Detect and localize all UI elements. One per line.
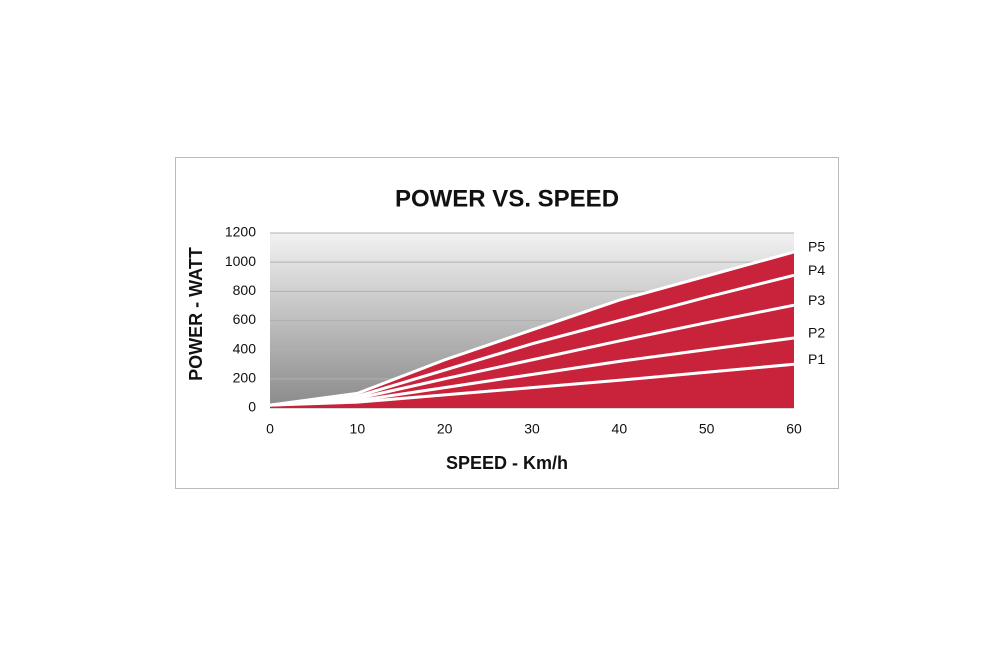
series-line (269, 303, 795, 407)
y-tick-label: 600 (233, 311, 257, 327)
y-tick-label: 0 (248, 399, 256, 415)
series-line (269, 250, 795, 407)
x-tick-label: 10 (350, 421, 366, 437)
x-tick-label: 60 (786, 421, 802, 437)
y-tick-label: 200 (233, 370, 257, 386)
x-axis-title: SPEED - Km/h (446, 453, 568, 473)
x-tick-label: 30 (524, 421, 540, 437)
y-tick-label: 800 (233, 282, 257, 298)
series-label: P2 (808, 325, 825, 341)
series-label: P5 (808, 239, 825, 255)
series-line (269, 273, 795, 407)
y-tick-label: 400 (233, 340, 257, 356)
series-label: P3 (808, 292, 825, 308)
x-tick-label: 20 (437, 421, 453, 437)
x-tick-label: 0 (266, 421, 274, 437)
x-tick-label: 40 (612, 421, 628, 437)
area (270, 364, 794, 408)
y-tick-label: 1000 (225, 253, 256, 269)
y-tick-label: 1200 (225, 224, 256, 240)
chart-title: POWER VS. SPEED (395, 185, 619, 212)
y-axis-title: POWER - WATT (186, 247, 206, 381)
series-label: P1 (808, 351, 825, 367)
series-line (269, 336, 795, 407)
series-label: P4 (808, 262, 825, 278)
x-tick-label: 50 (699, 421, 715, 437)
